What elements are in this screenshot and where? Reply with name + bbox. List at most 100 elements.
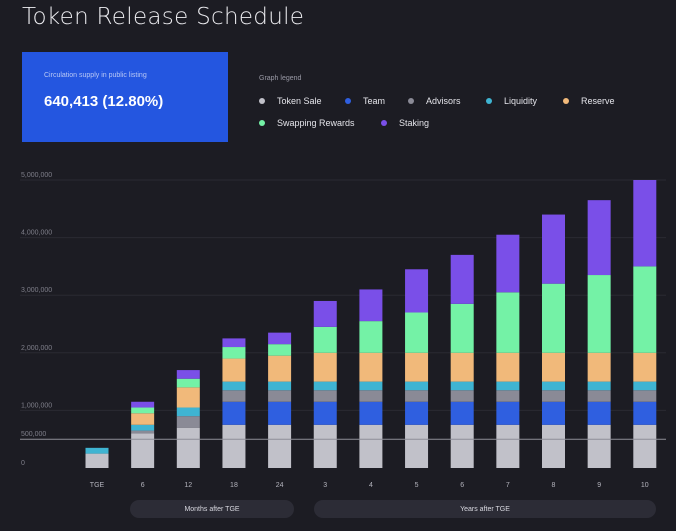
x-tick-label: 8 [552, 482, 556, 489]
bar-segment [542, 390, 565, 402]
bar-segment [496, 424, 520, 468]
bar-segment [313, 424, 337, 468]
bar-segment [405, 390, 429, 402]
bar-segment [85, 453, 109, 468]
legend-label: Team [363, 96, 386, 106]
x-tick-label: 6 [141, 482, 145, 489]
bar-segment [633, 180, 657, 267]
bar-segment [496, 352, 520, 382]
bar-segment [405, 312, 429, 353]
y-tick-label: 2,000,000 [21, 345, 52, 352]
legend-item-staking: Staking [381, 118, 429, 128]
bar-segment [450, 254, 474, 304]
bar-segment [222, 390, 246, 402]
bar-segment [176, 407, 200, 417]
bar-segment [268, 401, 292, 425]
bar-segment [176, 378, 200, 388]
bar-segment [268, 381, 292, 391]
bar-segment [131, 424, 155, 431]
legend-item-token-sale: Token Sale [259, 96, 322, 106]
bar-segment [313, 390, 337, 402]
legend-label: Advisors [426, 96, 461, 106]
bar-segment [587, 390, 611, 402]
bar-segment [405, 424, 429, 468]
bar-segment [405, 381, 429, 391]
bar-segment [496, 234, 520, 293]
bar-segment [222, 347, 246, 359]
legend-item-team: Team [345, 96, 385, 106]
bar-segment [587, 401, 611, 425]
bar-segment [268, 390, 292, 402]
bar-segment [313, 352, 337, 382]
bar-segment [633, 390, 657, 402]
bar-segment [587, 381, 611, 391]
bar-segment [176, 370, 200, 379]
legend-dot-icon [259, 120, 265, 126]
legend-dot-icon [381, 120, 387, 126]
bar-segment [542, 424, 565, 468]
bar-segment [405, 352, 429, 382]
bar-segment [587, 352, 611, 382]
legend-label: Token Sale [277, 96, 322, 106]
bar-segment [85, 447, 109, 454]
legend-dot-icon [486, 98, 492, 104]
x-tick-label: 24 [276, 482, 284, 489]
bar-segment [633, 401, 657, 425]
x-tick-label: 10 [641, 482, 649, 489]
legend-label: Staking [399, 118, 430, 128]
years-axis-group: Years after TGE [314, 500, 656, 518]
legend-item-reserve: Reserve [563, 96, 615, 106]
x-tick-label: 12 [184, 482, 192, 489]
bar-segment [222, 338, 246, 348]
legend-label: Reserve [581, 96, 615, 106]
legend-item-advisors: Advisors [408, 96, 461, 106]
bar-segment [359, 381, 383, 391]
bar-segment [131, 401, 155, 408]
bar-segment [176, 427, 200, 468]
x-tick-label: 7 [506, 482, 510, 489]
bar-segment [176, 416, 200, 428]
bar-segment [450, 401, 474, 425]
bar-segment [633, 424, 657, 468]
bar-segment [359, 390, 383, 402]
bar-segment [633, 352, 657, 382]
y-tick-label: 5,000,000 [21, 172, 52, 179]
bar-segment [359, 321, 383, 353]
legend-label: Swapping Rewards [277, 118, 355, 128]
bar-segment [542, 401, 565, 425]
bar-segment [359, 401, 383, 425]
bar-segment [222, 401, 246, 425]
bar-segment [496, 292, 520, 353]
stacked-bar-chart: 0 500,000 1,000,000 2,000,000 3,000,000 4,000… [20, 172, 666, 489]
legend-dot-icon [345, 98, 351, 104]
bar-segment [176, 387, 200, 408]
legend-item-swapping-rewards: Swapping Rewards [259, 118, 355, 128]
token-release-chart: 0 500,000 1,000,000 2,000,000 3,000,000 4,000… [0, 155, 676, 495]
bar-segment [542, 283, 565, 353]
x-tick-label: 18 [230, 482, 238, 489]
bar-segment [359, 424, 383, 468]
bar-segment [450, 381, 474, 391]
supply-label: Circulation supply in public listing [44, 72, 147, 79]
legend-dot-icon [408, 98, 414, 104]
bar-segment [313, 381, 337, 391]
bar-segment [496, 401, 520, 425]
months-axis-group: Months after TGE [130, 500, 294, 518]
years-axis-label: Years after TGE [460, 505, 510, 513]
page-title: Token Release Schedule [22, 4, 305, 30]
y-tick-label: 0 [21, 460, 25, 467]
bar-segment [268, 332, 292, 345]
bar-segment [131, 407, 155, 414]
y-tick-label: 3,000,000 [21, 287, 52, 294]
x-tick-label: TGE [90, 482, 105, 489]
bar-segment [313, 326, 337, 353]
bar-segment [587, 275, 611, 353]
y-tick-label: 500,000 [21, 431, 46, 438]
x-tick-label: 4 [369, 482, 373, 489]
legend-item-liquidity: Liquidity [486, 96, 537, 106]
bar-segment [313, 401, 337, 425]
bar-segment [542, 214, 565, 284]
legend-label: Liquidity [504, 96, 538, 106]
months-axis-label: Months after TGE [184, 505, 240, 513]
bar-segment [222, 381, 246, 391]
